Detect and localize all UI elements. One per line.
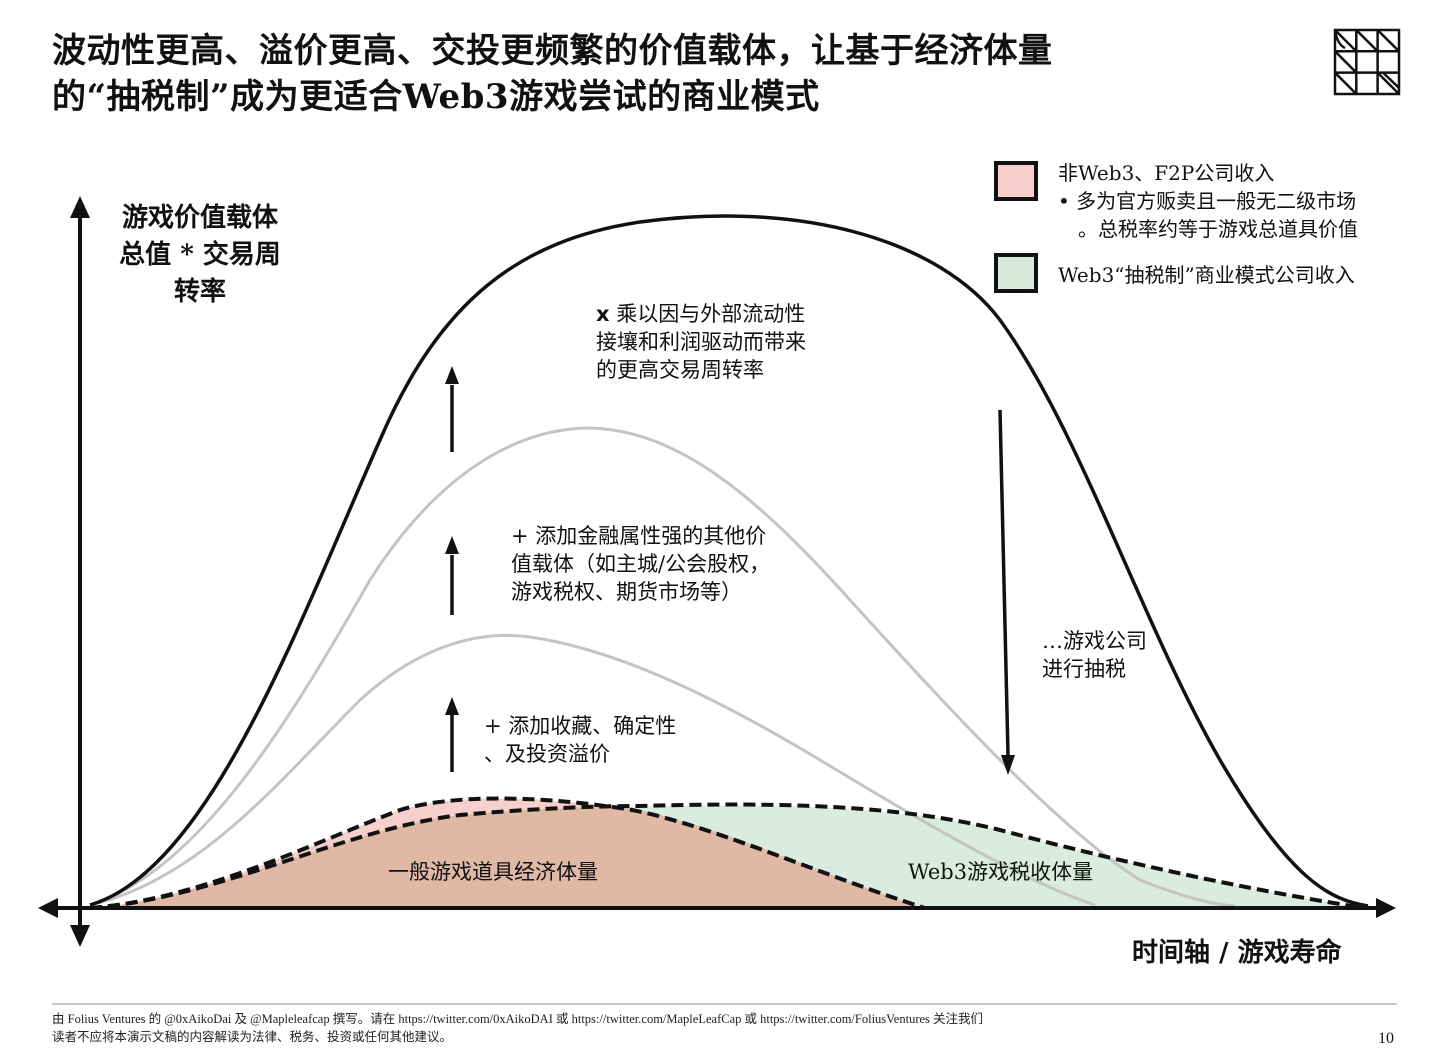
slide-title: 波动性更高、溢价更高、交投更频繁的价值载体，让基于经济体量 的“抽税制”成为更适… bbox=[52, 28, 1252, 120]
traditional-economy-label: 一般游戏道具经济体量 bbox=[388, 860, 598, 884]
financial-value-curve bbox=[89, 426, 1236, 908]
y-axis-down-arrow-icon bbox=[70, 925, 90, 947]
footer-divider bbox=[52, 1003, 1397, 1005]
web3-tax-label: Web3游戏税收体量 bbox=[908, 860, 1094, 884]
slide-title-line-2: 的“抽税制”成为更适合Web3游戏尝试的商业模式 bbox=[52, 77, 820, 117]
legend-subbullet-f2p: 。总税率约等于游戏总道具价值 bbox=[1078, 217, 1358, 241]
annotation-tax: …游戏公司 进行抽税 bbox=[1042, 629, 1147, 681]
turnover-value-curve bbox=[89, 214, 1369, 908]
legend-swatch-web3 bbox=[994, 253, 1038, 293]
up-arrow-icon bbox=[445, 697, 459, 715]
collectible-value-curve bbox=[89, 633, 1096, 907]
legend-label-f2p: 非Web3、F2P公司收入 bbox=[1058, 161, 1275, 185]
slide-title-line-1: 波动性更高、溢价更高、交投更频繁的价值载体，让基于经济体量 bbox=[52, 31, 1053, 71]
footer-credits-line: 由 Folius Ventures 的 @0xAikoDai 及 @Maplel… bbox=[52, 1012, 984, 1026]
annotation-financial-assets: + 添加金融属性强的其他价 值载体（如主城/公会股权， 游戏税权、期货市场等） bbox=[511, 524, 771, 604]
up-arrow-icon bbox=[445, 366, 459, 384]
footer-credits: 由 Folius Ventures 的 @0xAikoDai 及 @Maplel… bbox=[52, 1010, 983, 1046]
footer-disclaimer: 读者不应将本演示文稿的内容解读为法律、税务、投资或任何其他建议。 bbox=[52, 1030, 453, 1044]
x-axis-right-arrow-icon bbox=[1376, 898, 1396, 918]
y-axis-up-arrow-icon bbox=[70, 196, 90, 218]
grid-triangle-logo-icon bbox=[1333, 28, 1401, 96]
web3-dashed-outline bbox=[89, 802, 1366, 910]
annotation-collectible: + 添加收藏、确定性 、及投资溢价 bbox=[484, 714, 677, 766]
f2p-dashed-outline bbox=[89, 796, 926, 910]
traditional-economy-area bbox=[90, 807, 925, 908]
x-axis-left-arrow-icon bbox=[38, 898, 58, 918]
y-axis-label: 游戏价值载体 总值 * 交易周 转率 bbox=[119, 203, 281, 307]
up-arrow-icon bbox=[445, 536, 459, 554]
x-axis-label: 时间轴 / 游戏寿命 bbox=[1132, 938, 1342, 968]
legend-swatch-f2p bbox=[994, 161, 1038, 201]
page-number: 10 bbox=[1378, 1030, 1394, 1047]
legend-label-web3: Web3“抽税制”商业模式公司收入 bbox=[1058, 263, 1355, 287]
down-arrow-icon bbox=[1001, 755, 1015, 775]
annotation-turnover: x 乘以因与外部流动性 接壤和利润驱动而带来 的更高交易周转率 bbox=[596, 302, 806, 382]
legend-bullet-f2p: • 多为官方贩卖且一般无二级市场 bbox=[1058, 189, 1357, 213]
